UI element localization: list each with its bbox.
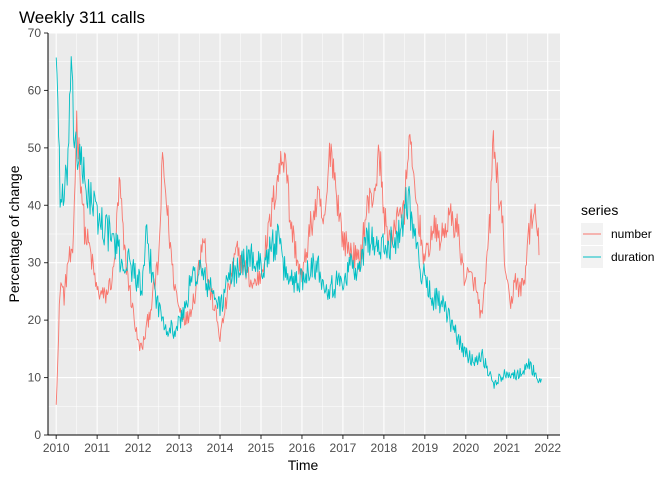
x-tick-label: 2019: [411, 441, 438, 455]
y-tick-label: 20: [28, 313, 42, 327]
legend: series number duration: [581, 202, 654, 268]
x-tick-label: 2017: [330, 441, 357, 455]
x-axis-title: Time: [288, 457, 319, 473]
x-tick-label: 2011: [84, 441, 110, 455]
x-tick-label: 2015: [248, 441, 275, 455]
y-tick-label: 60: [28, 83, 42, 97]
series-lines: [55, 56, 542, 405]
x-tick-label: 2021: [493, 441, 520, 455]
y-tick-label: 50: [28, 141, 42, 155]
y-tick-label: 0: [34, 428, 41, 442]
grid-lines: [48, 32, 560, 436]
y-tick-label: 70: [28, 26, 42, 40]
legend-label-number: number: [611, 227, 652, 241]
series-line-number: [55, 110, 540, 405]
x-tick-label: 2012: [125, 441, 152, 455]
chart-title: Weekly 311 calls: [19, 8, 145, 27]
y-tick-label: 40: [28, 198, 42, 212]
x-tick-label: 2020: [452, 441, 479, 455]
x-tick-label: 2014: [207, 441, 234, 455]
x-tick-label: 2016: [289, 441, 316, 455]
y-tick-label: 30: [28, 256, 42, 270]
x-tick-label: 2013: [166, 441, 193, 455]
legend-label-duration: duration: [611, 250, 654, 264]
y-axis-title: Percentage of change: [6, 165, 22, 302]
x-tick-label: 2022: [534, 441, 561, 455]
series-line-duration: [55, 56, 542, 389]
axes: 0 10 20 30 40 50 60 70 2010 2011 2012 2013 2014 2015 2…: [28, 26, 562, 455]
legend-title: series: [581, 202, 618, 218]
y-tick-label: 10: [28, 371, 42, 385]
x-tick-label: 2010: [43, 441, 70, 455]
x-tick-label: 2018: [371, 441, 398, 455]
